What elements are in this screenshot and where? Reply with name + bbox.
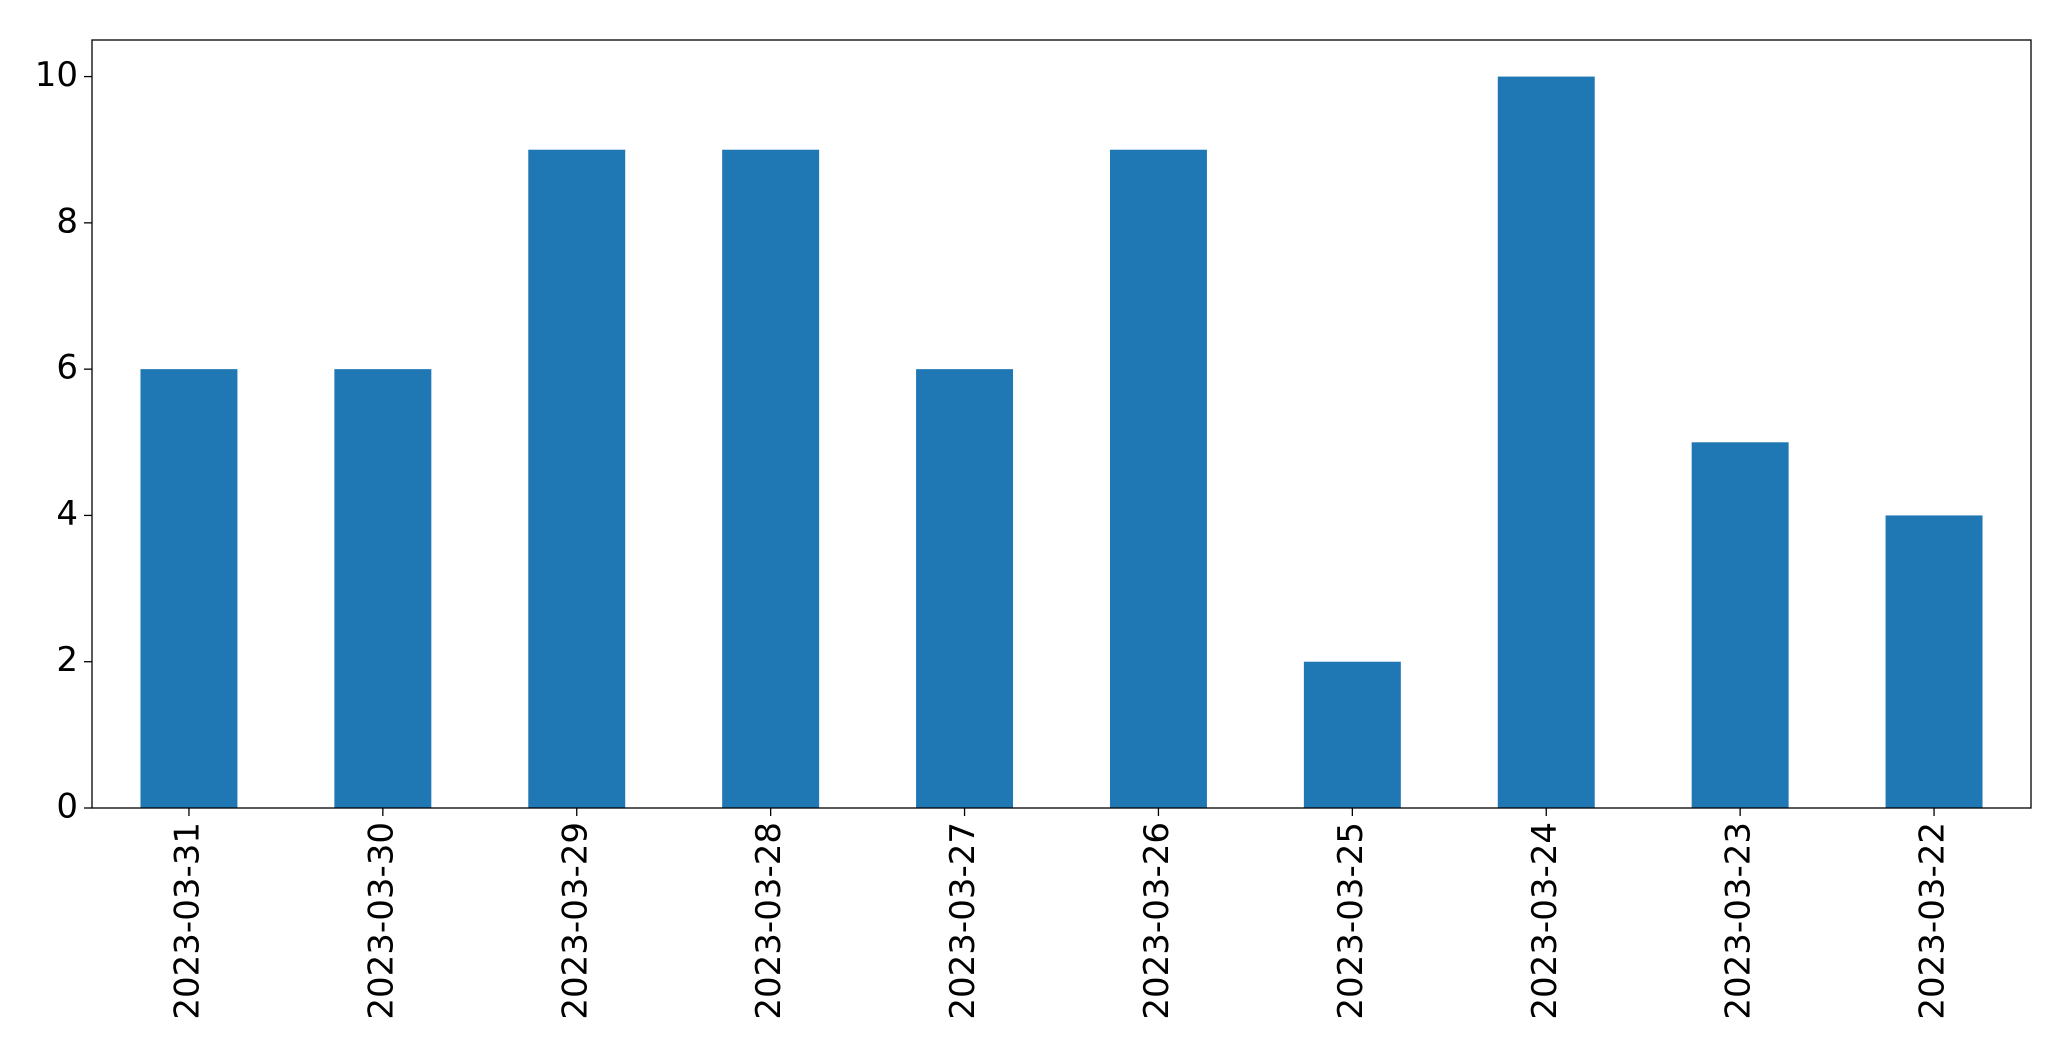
bar — [528, 149, 626, 808]
y-tick-label: 6 — [56, 348, 78, 388]
bar — [1303, 661, 1401, 808]
x-tick-label: 2023-03-28 — [749, 822, 789, 1020]
bar — [1885, 515, 1983, 808]
bar — [722, 149, 820, 808]
bar — [1497, 76, 1595, 809]
x-tick-label: 2023-03-30 — [361, 822, 401, 1020]
y-tick-label: 8 — [56, 201, 78, 241]
bar — [916, 369, 1014, 808]
bar — [140, 369, 238, 808]
x-tick-label: 2023-03-26 — [1137, 822, 1177, 1020]
y-tick-label: 2 — [56, 640, 78, 680]
x-tick-label: 2023-03-23 — [1719, 822, 1759, 1020]
y-tick-label: 10 — [35, 55, 78, 95]
x-tick-label: 2023-03-29 — [555, 822, 595, 1020]
x-tick-label: 2023-03-24 — [1525, 822, 1565, 1020]
x-tick-label: 2023-03-25 — [1331, 822, 1371, 1020]
bar — [1691, 442, 1789, 808]
x-tick-label: 2023-03-31 — [167, 822, 207, 1020]
y-tick-label: 0 — [56, 787, 78, 827]
y-tick-label: 4 — [56, 494, 78, 534]
plot-frame — [91, 39, 2032, 809]
x-tick-label: 2023-03-22 — [1913, 822, 1953, 1020]
x-tick-label: 2023-03-27 — [943, 822, 983, 1020]
bar — [334, 369, 432, 808]
bar — [1109, 149, 1207, 808]
